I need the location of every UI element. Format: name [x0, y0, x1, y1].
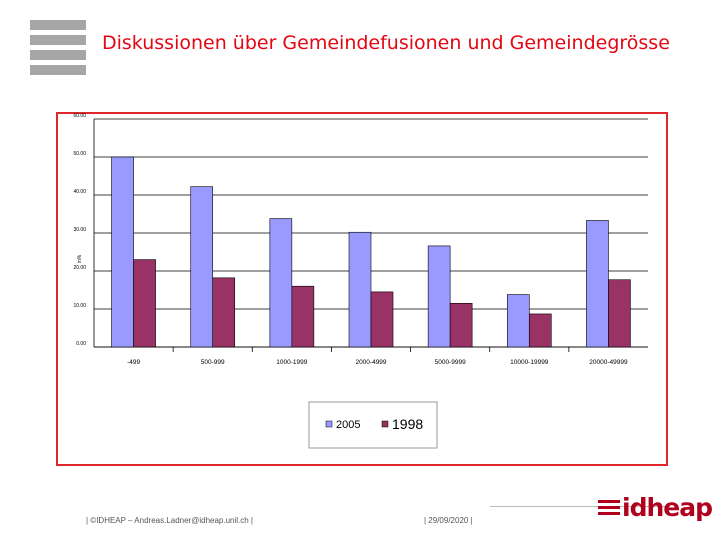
legend-label-2005: 2005: [336, 419, 360, 431]
bar-2005-500-999: [190, 186, 214, 348]
legend-label-1998: 1998: [392, 416, 423, 432]
bar-1998-20000-49999: [608, 279, 631, 348]
bar-2005-20000-49999: [586, 220, 609, 348]
x-tick-label: -499: [127, 359, 140, 366]
bar-2005-2000-4999: [348, 231, 372, 348]
y-tick-label: 30.00: [73, 227, 86, 233]
x-tick-label: 500-999: [201, 359, 225, 366]
bar-2005--499: [111, 156, 134, 348]
x-tick-label: 1000-1999: [276, 359, 307, 366]
y-tick-label: 60.00: [73, 113, 86, 119]
x-tick-label: 10000-19999: [510, 359, 549, 366]
footer-date: | 29/09/2020 |: [424, 516, 473, 525]
footer-copyright: | ©IDHEAP – Andreas.Ladner@idheap.unil.c…: [86, 516, 254, 525]
legend-layer: 2005 1998: [308, 401, 438, 449]
x-tick-label: 2000-4999: [355, 359, 386, 366]
idheap-logo: idheap: [598, 492, 713, 522]
bar-1998-5000-9999: [449, 302, 473, 348]
logo-bars-icon: [30, 20, 86, 76]
bar-1998-1000-1999: [291, 285, 315, 348]
bar-1998-10000-19999: [528, 313, 552, 348]
axis-layer: 0.00 10.00 20.00 30.00 40.00 50.00 60.00 in%: [73, 113, 648, 352]
label-layer: -499 500-999 1000-1999 2000-4999 5000-9999 10…: [127, 359, 628, 366]
bar-1998-500-999: [212, 277, 236, 348]
bar-2005-1000-1999: [269, 218, 293, 348]
legend-swatch-2005: [325, 420, 333, 428]
brand-name: idheap: [622, 492, 713, 522]
y-axis-label: in%: [77, 254, 83, 263]
footer-divider: [490, 506, 670, 507]
bar-1998--499: [133, 259, 156, 348]
y-tick-label: 0.00: [76, 341, 86, 347]
y-tick-label: 20.00: [73, 265, 86, 271]
bar-2005-5000-9999: [427, 245, 451, 348]
y-tick-label: 10.00: [73, 303, 86, 309]
y-tick-label: 40.00: [73, 189, 86, 195]
bar-2005-10000-19999: [506, 294, 530, 348]
x-tick-label: 20000-49999: [589, 359, 628, 366]
slide-title: Diskussionen über Gemeindefusionen und G…: [102, 32, 670, 54]
bar-layer: [111, 156, 631, 348]
x-tick-label: 5000-9999: [435, 359, 466, 366]
legend-swatch-1998: [381, 420, 389, 428]
brand-bars-icon: [598, 498, 620, 516]
y-tick-label: 50.00: [73, 151, 86, 157]
bar-1998-2000-4999: [370, 291, 394, 348]
chart-frame: [56, 112, 668, 466]
